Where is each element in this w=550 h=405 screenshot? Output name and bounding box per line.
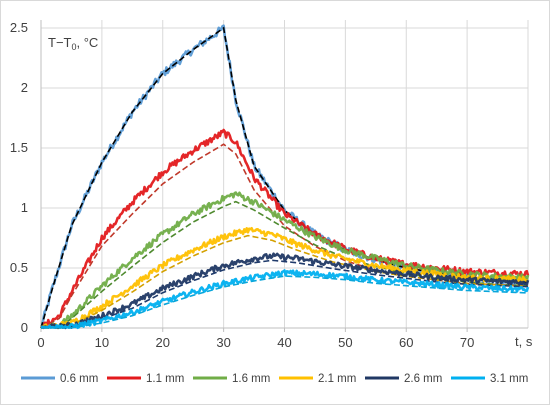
x-tick-label: 0 [37, 335, 44, 350]
legend: 0.6 mm 1.1 mm 1.6 mm 2.1 mm 2.6 mm 3.1 mm [21, 373, 528, 385]
y-axis-label-unit: , °C [77, 35, 99, 50]
y-tick-label: 2 [21, 80, 28, 95]
y-axis-label: T−T0, °C [48, 35, 98, 52]
x-axis-label: t, s [515, 334, 533, 349]
y-tick-label: 0.5 [10, 260, 28, 275]
x-tick-label: 70 [460, 335, 474, 350]
legend-item: 1.1 mm [107, 373, 184, 385]
series-measured-line [40, 191, 530, 330]
x-tick-label: 30 [216, 335, 230, 350]
x-tick-label: 20 [156, 335, 170, 350]
series-layer [39, 24, 530, 330]
series-measured-line [40, 128, 530, 330]
series-3-1-mm [40, 269, 530, 330]
y-tick-label: 1.5 [10, 140, 28, 155]
x-tick-label: 10 [95, 335, 109, 350]
y-axis-label-sub: 0 [71, 42, 76, 52]
legend-label: 0.6 mm [60, 373, 98, 385]
y-tick-label: 1 [21, 200, 28, 215]
legend-label: 1.1 mm [146, 373, 184, 385]
legend-label: 3.1 mm [490, 373, 528, 385]
legend-label: 2.1 mm [318, 373, 356, 385]
y-tick-label: 0 [21, 320, 28, 335]
series-measured-line [40, 252, 530, 330]
legend-item: 0.6 mm [21, 373, 98, 385]
x-tick-label: 60 [399, 335, 413, 350]
axis-layer: 0 10 20 30 40 50 60 70 0 0.5 1 1.5 2 2.5 [10, 20, 528, 350]
legend-item: 2.6 mm [365, 373, 442, 385]
series-model-line [40, 275, 529, 329]
legend-item: 1.6 mm [193, 373, 270, 385]
legend-label: 2.6 mm [404, 373, 442, 385]
legend-item: 3.1 mm [451, 373, 528, 385]
y-tick-label: 2.5 [10, 20, 28, 35]
legend-label: 1.6 mm [232, 373, 270, 385]
series-measured-line [40, 269, 530, 330]
x-tick-label: 40 [277, 335, 291, 350]
x-tick-label: 50 [338, 335, 352, 350]
legend-item: 2.1 mm [279, 373, 356, 385]
y-axis-label-main: T−T [48, 35, 72, 50]
